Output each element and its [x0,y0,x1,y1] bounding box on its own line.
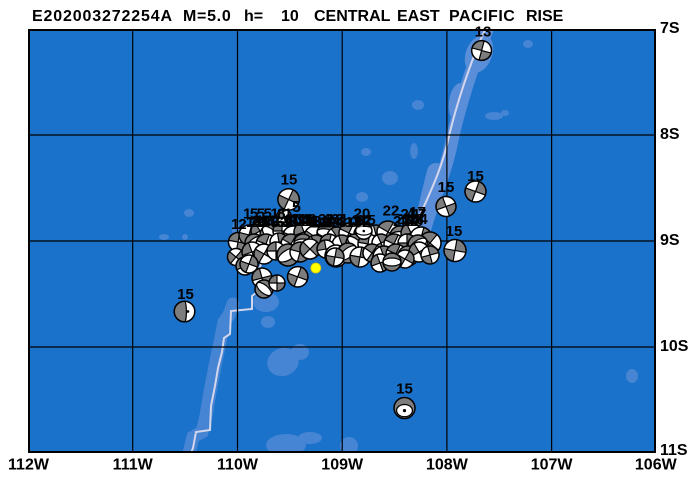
svg-text:9S: 9S [660,232,680,249]
svg-text:22: 22 [383,203,400,220]
svg-text:17: 17 [409,204,426,221]
svg-text:112W: 112W [8,457,50,474]
svg-text:319022613: 319022613 [282,213,321,230]
svg-text:8S: 8S [660,126,680,143]
svg-text:15: 15 [281,172,298,189]
svg-text:15: 15 [438,179,455,196]
svg-text:106W: 106W [635,457,678,474]
svg-text:109W: 109W [321,457,364,474]
svg-text:111W: 111W [113,457,154,474]
svg-text:108W: 108W [426,457,469,474]
svg-text:15: 15 [446,223,463,240]
svg-text:15: 15 [396,381,413,398]
svg-text:15: 15 [467,168,484,185]
svg-text:-2417: -2417 [398,206,426,223]
svg-text:11S: 11S [660,442,688,459]
svg-text:15: 15 [177,286,194,303]
svg-text:20: 20 [354,206,371,223]
svg-text:10S: 10S [660,338,689,355]
svg-text:107W: 107W [531,457,574,474]
svg-text:241628: 241628 [393,213,423,230]
svg-text:13: 13 [475,24,492,41]
svg-text:1555181: 1555181 [243,206,292,223]
svg-text:110W: 110W [217,457,259,474]
svg-text:5: 5 [292,199,301,216]
svg-text:12: 12 [231,216,246,233]
svg-text:1211343622: 1211343622 [246,214,292,231]
svg-text:7S: 7S [660,20,680,37]
svg-text:341921: 341921 [318,211,348,228]
